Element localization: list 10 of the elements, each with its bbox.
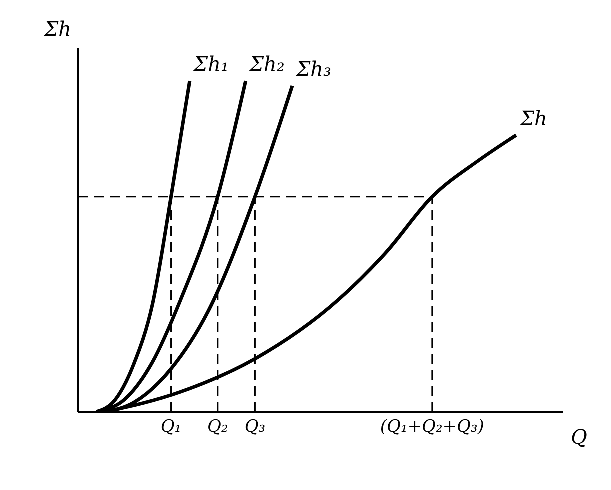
series-label: Σh — [519, 106, 548, 130]
series-label: Σh₃ — [296, 57, 332, 82]
series-label: Σh₁ — [192, 52, 229, 76]
x-axis-title: Q — [571, 425, 588, 450]
x-tick-label: Q₂ — [208, 417, 228, 438]
x-tick-label: (Q₁+Q₂+Q₃) — [380, 417, 484, 438]
y-axis-title: Σh — [43, 17, 72, 41]
series-label: Σh₂ — [248, 52, 285, 76]
x-tick-label: Q₁ — [160, 417, 182, 438]
x-tick-label: Q₃ — [244, 417, 266, 438]
